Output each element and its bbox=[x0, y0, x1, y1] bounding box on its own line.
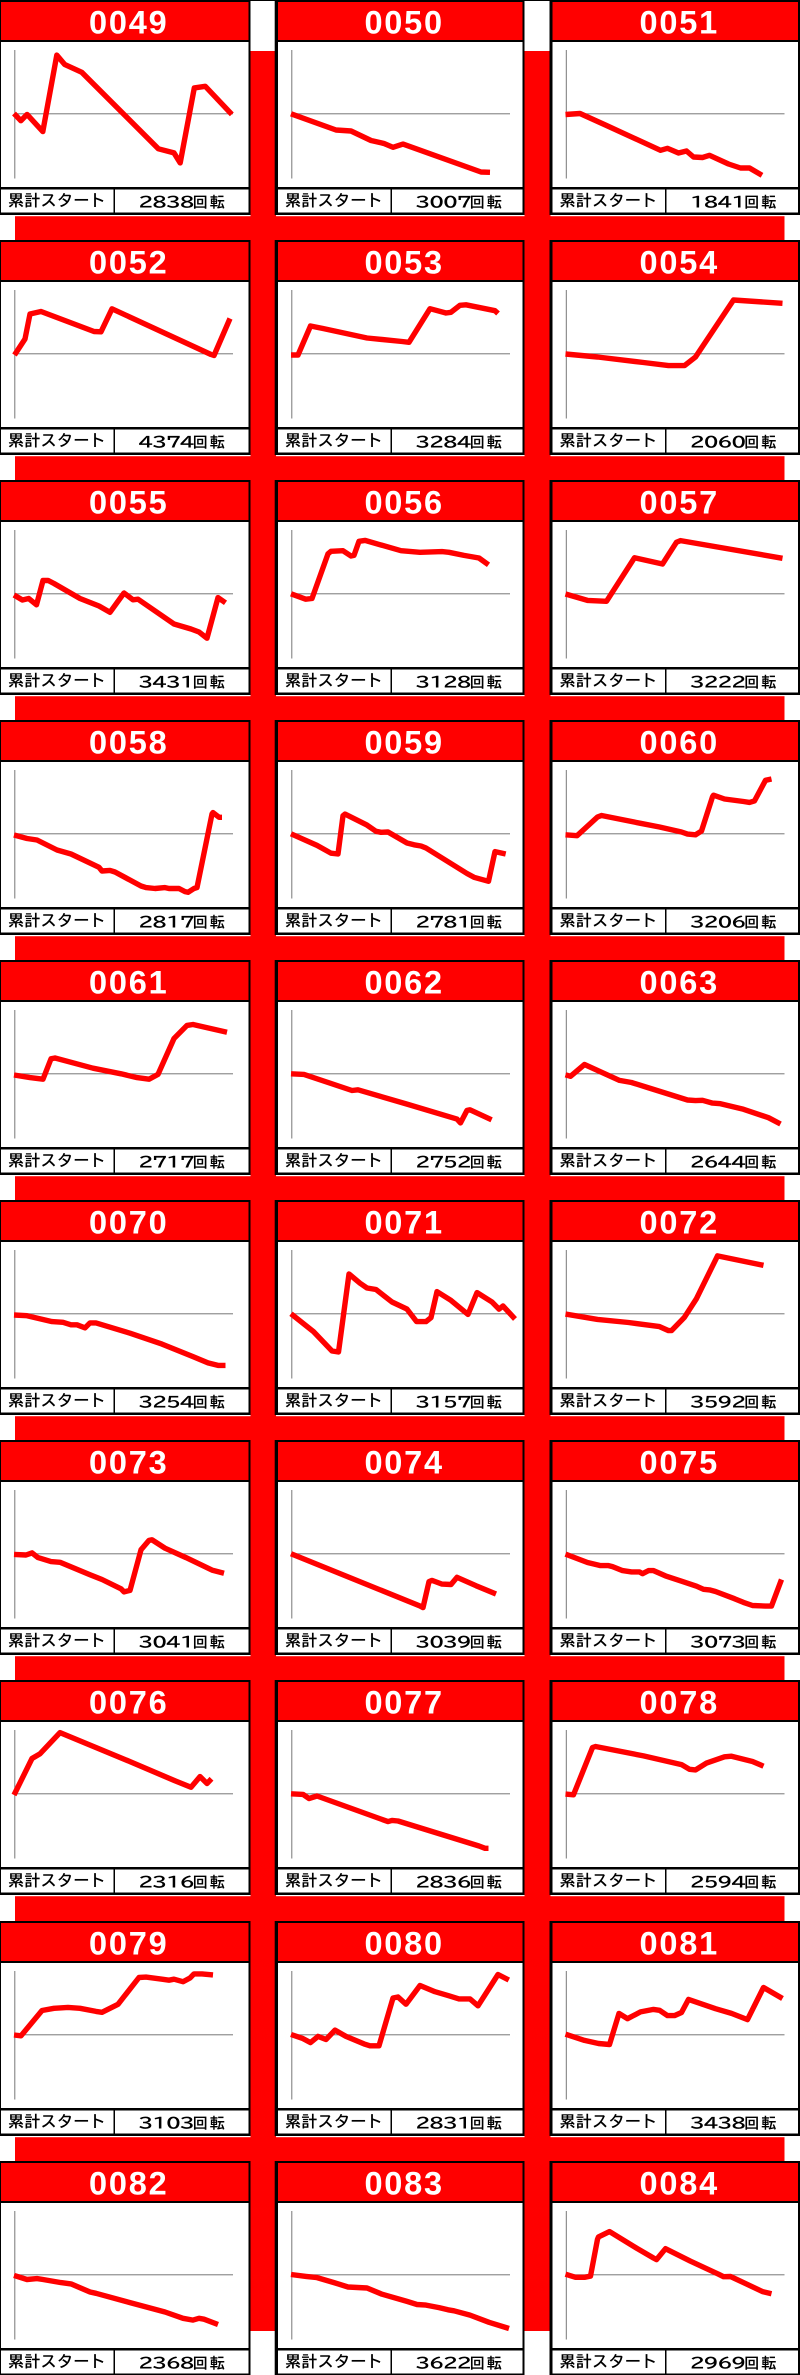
svg-text:0061: 0061 bbox=[89, 965, 169, 1001]
svg-text:0075: 0075 bbox=[640, 1445, 720, 1481]
svg-text:0080: 0080 bbox=[364, 1926, 444, 1962]
svg-text:0050: 0050 bbox=[364, 5, 444, 41]
svg-text:0063: 0063 bbox=[640, 965, 720, 1001]
svg-text:0077: 0077 bbox=[364, 1685, 444, 1721]
svg-text:0083: 0083 bbox=[364, 2166, 444, 2202]
svg-text:0055: 0055 bbox=[89, 485, 169, 521]
svg-text:0054: 0054 bbox=[640, 245, 720, 281]
svg-text:0070: 0070 bbox=[89, 1205, 169, 1241]
svg-text:0081: 0081 bbox=[640, 1926, 720, 1962]
svg-text:0084: 0084 bbox=[640, 2166, 720, 2202]
svg-text:0056: 0056 bbox=[364, 485, 444, 521]
svg-text:0058: 0058 bbox=[89, 725, 169, 761]
svg-text:0051: 0051 bbox=[640, 5, 720, 41]
svg-text:0059: 0059 bbox=[364, 725, 444, 761]
svg-text:0076: 0076 bbox=[89, 1685, 169, 1721]
svg-text:0052: 0052 bbox=[89, 245, 169, 281]
svg-text:0072: 0072 bbox=[640, 1205, 720, 1241]
svg-text:0053: 0053 bbox=[364, 245, 444, 281]
svg-text:0060: 0060 bbox=[640, 725, 720, 761]
svg-text:0071: 0071 bbox=[364, 1205, 444, 1241]
svg-text:0073: 0073 bbox=[89, 1445, 169, 1481]
svg-text:0049: 0049 bbox=[89, 5, 169, 41]
svg-text:0062: 0062 bbox=[364, 965, 444, 1001]
svg-text:0057: 0057 bbox=[640, 485, 720, 521]
svg-text:0074: 0074 bbox=[364, 1445, 444, 1481]
svg-text:0079: 0079 bbox=[89, 1926, 169, 1962]
svg-text:0082: 0082 bbox=[89, 2166, 169, 2202]
svg-text:0078: 0078 bbox=[640, 1685, 720, 1721]
